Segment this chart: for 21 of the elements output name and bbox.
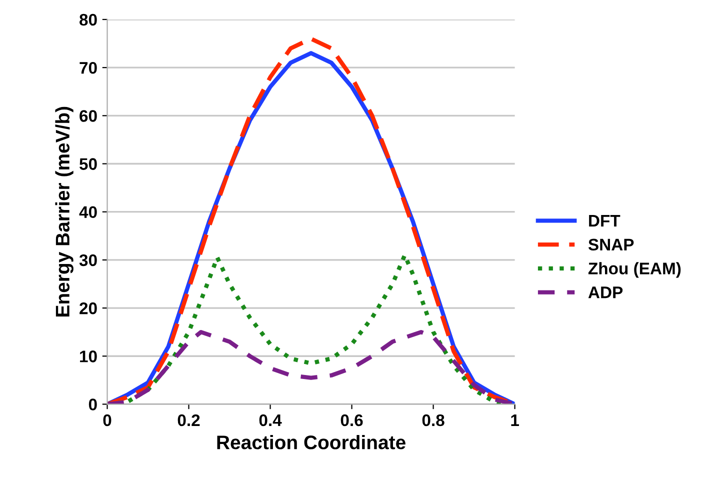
y-axis-title: Energy Barrier (meV/b)	[55, 106, 74, 316]
y-tick-label: 0	[88, 398, 97, 410]
y-tick-label: 50	[80, 158, 97, 170]
legend-label: DFT	[589, 215, 620, 227]
x-tick-label: 0.8	[422, 414, 444, 426]
x-tick-label: 0.2	[178, 414, 200, 426]
y-tick-label: 60	[80, 110, 97, 122]
y-tick-label: 40	[79, 206, 97, 218]
y-tick-label: 80	[80, 14, 97, 26]
y-tick-label: 30	[79, 254, 97, 266]
y-tick-label: 20	[80, 302, 97, 314]
y-tick-label: 70	[80, 62, 97, 74]
x-tick-label: 0.4	[259, 414, 282, 426]
x-axis-title: Reaction Coordinate	[217, 435, 406, 450]
legend-label: ADP	[588, 286, 623, 298]
x-tick-label: 0	[103, 414, 112, 426]
legend-label: SNAP	[588, 238, 634, 251]
legend-label: Zhou (EAM)	[588, 262, 681, 278]
x-tick-label: 0.6	[340, 414, 363, 426]
x-tick-label: 1	[511, 414, 519, 426]
y-tick-label: 10	[80, 350, 97, 362]
